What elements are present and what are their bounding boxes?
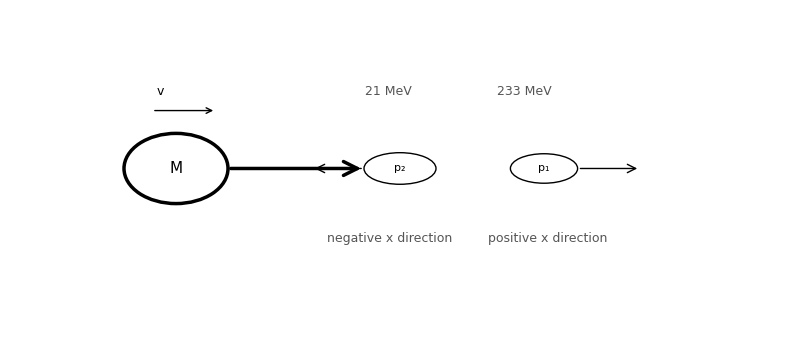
Text: M: M xyxy=(170,161,182,176)
Text: 233 MeV: 233 MeV xyxy=(497,85,551,98)
Text: positive x direction: positive x direction xyxy=(488,232,608,245)
Text: v: v xyxy=(156,85,164,98)
Text: 21 MeV: 21 MeV xyxy=(365,85,411,98)
Text: p₂: p₂ xyxy=(394,164,406,173)
Text: p₁: p₁ xyxy=(538,164,550,173)
Text: negative x direction: negative x direction xyxy=(327,232,452,245)
